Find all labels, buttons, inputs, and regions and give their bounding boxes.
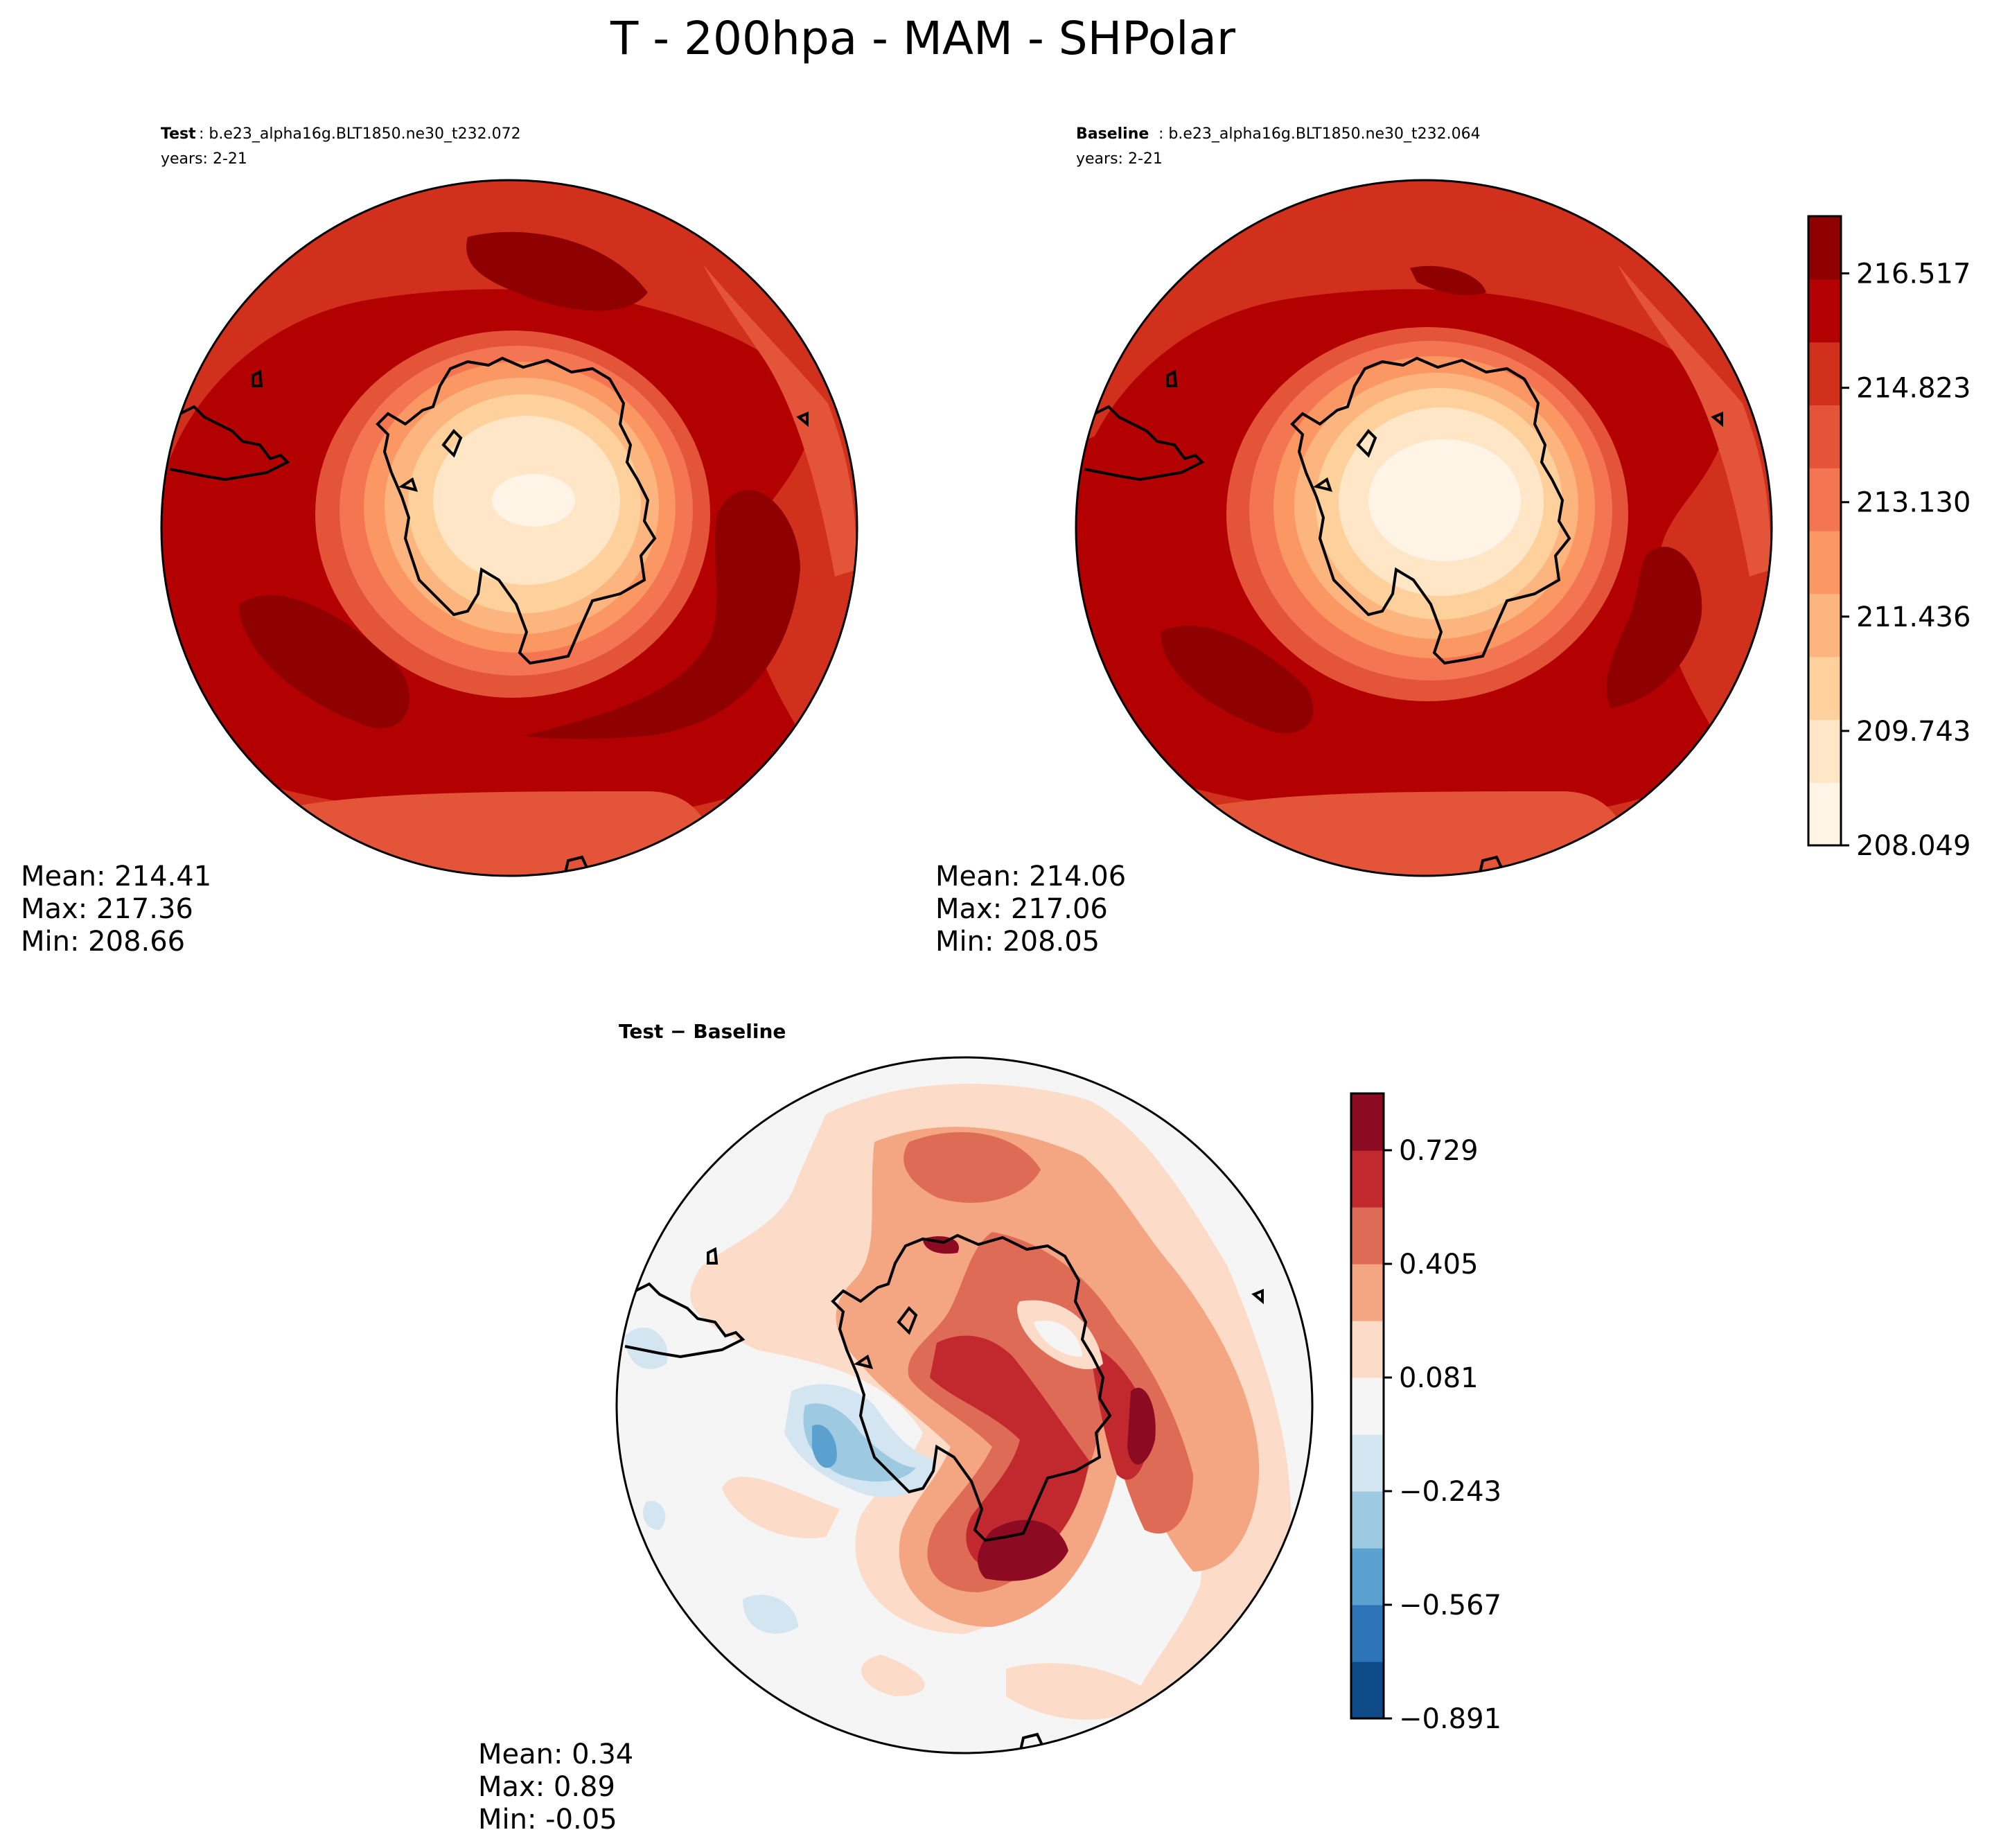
colorbar-absolute-swatch: [1808, 405, 1841, 468]
panel-baseline-min: Min: 208.05: [935, 926, 1100, 958]
panel-difference: Test − Baseline: [478, 1020, 1314, 1836]
colorbar-difference: 0.729 0.405 0.081 −0.243 −0.567 −0.891: [1350, 1092, 1501, 1735]
panel-difference-title: Test − Baseline: [619, 1020, 786, 1043]
colorbar-absolute-swatch: [1808, 782, 1841, 846]
map-test: [161, 180, 857, 876]
colorbar-difference-tick-label: −0.243: [1399, 1476, 1501, 1508]
colorbar-absolute-frame: [1807, 215, 1842, 847]
colorbar-absolute-swatch: [1808, 279, 1841, 343]
colorbar-difference-swatch: [1351, 1491, 1384, 1549]
colorbar-difference-swatch: [1351, 1207, 1384, 1265]
figure-title: T - 200hpa - MAM - SHPolar: [610, 12, 1236, 65]
panel-baseline-max: Max: 217.06: [935, 893, 1108, 925]
colorbar-difference-tick-label: 0.729: [1399, 1135, 1479, 1167]
panel-test: Test : b.e23_alpha16g.BLT1850.ne30_t232.…: [21, 125, 858, 958]
colorbar-absolute-swatch: [1808, 593, 1841, 658]
colorbar-absolute-tick-label: 209.743: [1856, 716, 1971, 748]
panel-test-max: Max: 217.36: [21, 893, 193, 925]
map-difference: [617, 1057, 1312, 1753]
colorbar-difference-swatch: [1351, 1150, 1384, 1208]
colorbar-absolute-swatch: [1808, 468, 1841, 531]
panel-test-case: : b.e23_alpha16g.BLT1850.ne30_t232.072: [199, 125, 521, 143]
panel-test-years: years: 2-21: [161, 150, 247, 168]
colorbar-difference-swatch: [1351, 1605, 1384, 1662]
map-baseline: [1076, 180, 1772, 876]
colorbar-absolute-swatch: [1808, 656, 1841, 720]
colorbar-absolute-tick-label: 214.823: [1856, 373, 1971, 405]
colorbar-absolute-tick-label: 213.130: [1856, 487, 1971, 519]
colorbar-difference-tick-label: −0.891: [1399, 1703, 1501, 1735]
panel-test-label: Test: [161, 125, 196, 143]
colorbar-difference-swatch: [1351, 1264, 1384, 1321]
panel-difference-max: Max: 0.89: [478, 1771, 615, 1803]
colorbar-difference-swatch: [1351, 1662, 1384, 1719]
panel-baseline: Baseline : b.e23_alpha16g.BLT1850.ne30_t…: [935, 125, 1773, 958]
colorbar-difference-tick-label: −0.567: [1399, 1590, 1501, 1621]
panel-baseline-years: years: 2-21: [1076, 150, 1163, 168]
colorbar-difference-tick-label: 0.081: [1399, 1362, 1479, 1394]
colorbar-difference-swatch: [1351, 1378, 1384, 1435]
colorbar-difference-tick-label: 0.405: [1399, 1249, 1479, 1281]
panel-test-mean: Mean: 214.41: [21, 861, 211, 892]
colorbar-difference-frame: [1350, 1092, 1385, 1720]
panel-baseline-label: Baseline: [1076, 125, 1149, 143]
colorbar-absolute-swatch: [1808, 719, 1841, 783]
colorbar-difference-swatch: [1351, 1321, 1384, 1378]
colorbar-absolute-tick-label: 208.049: [1856, 830, 1971, 862]
panel-test-min: Min: 208.66: [21, 926, 185, 958]
colorbar-absolute: 216.517 214.823 213.130 211.436 209.743 208.0…: [1807, 215, 1971, 862]
panel-baseline-case: : b.e23_alpha16g.BLT1850.ne30_t232.064: [1158, 125, 1481, 143]
colorbar-absolute-swatch: [1808, 342, 1841, 405]
colorbar-absolute-tick-label: 211.436: [1856, 601, 1971, 633]
colorbar-absolute-swatch: [1808, 216, 1841, 280]
colorbar-difference-swatch: [1351, 1434, 1384, 1492]
colorbar-absolute-swatch: [1808, 531, 1841, 595]
colorbar-difference-swatch: [1351, 1548, 1384, 1605]
panel-baseline-mean: Mean: 214.06: [935, 861, 1126, 892]
colorbar-difference-swatch: [1351, 1093, 1384, 1151]
panel-difference-min: Min: -0.05: [478, 1804, 617, 1836]
colorbar-absolute-tick-label: 216.517: [1856, 258, 1971, 290]
panel-difference-mean: Mean: 0.34: [478, 1739, 633, 1770]
